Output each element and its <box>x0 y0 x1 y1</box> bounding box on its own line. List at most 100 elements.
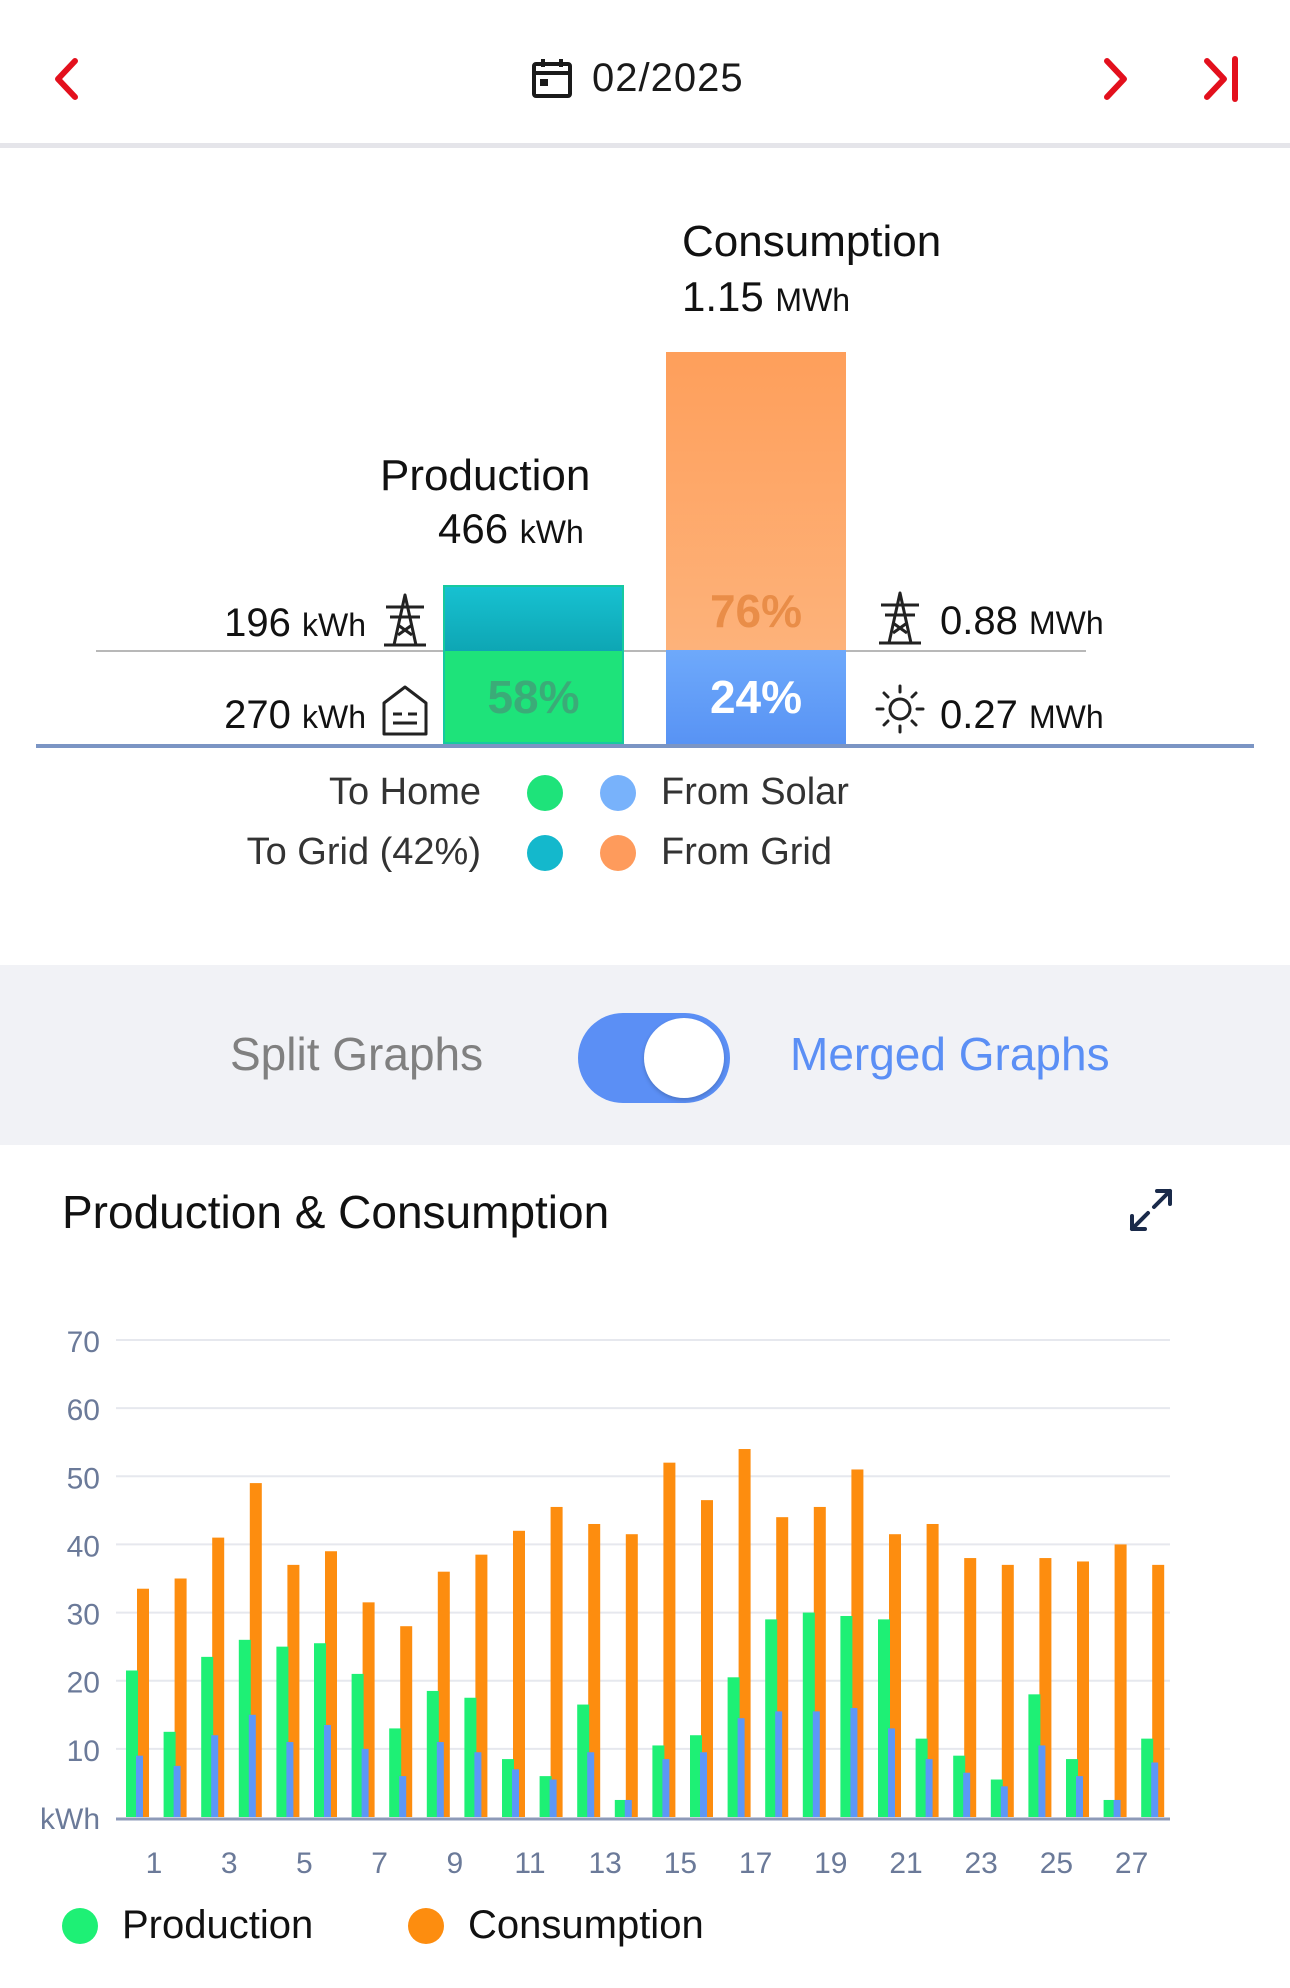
consumption-total-unit: MWh <box>775 282 851 318</box>
production-bar <box>840 1615 853 1817</box>
production-total-unit: kWh <box>519 514 584 550</box>
from-solar-bar <box>888 1728 895 1817</box>
from-solar-bar <box>737 1718 745 1817</box>
from-solar-bar <box>963 1772 971 1817</box>
x-tick-label: 15 <box>664 1847 697 1880</box>
merged-graphs-label[interactable]: Merged Graphs <box>790 1028 1110 1080</box>
from-solar-bar <box>1151 1762 1159 1817</box>
y-tick-label: 40 <box>67 1530 100 1563</box>
split-graphs-label[interactable]: Split Graphs <box>230 1028 484 1080</box>
production-bar <box>464 1697 477 1817</box>
production-bar <box>351 1673 364 1817</box>
consumption-bar <box>174 1578 187 1817</box>
production-bar <box>990 1779 1003 1817</box>
graph-mode-switch[interactable] <box>578 1013 730 1103</box>
from-solar-bar <box>1113 1799 1121 1817</box>
from-solar-bar <box>812 1711 820 1817</box>
consumption-total: 1.15 MWh <box>682 273 850 321</box>
consumption-bar <box>663 1462 676 1817</box>
power-pylon-icon <box>384 593 426 647</box>
consumption-bar <box>1114 1544 1127 1817</box>
from-solar-bar <box>1076 1776 1083 1817</box>
production-to-grid-amount: 196 kWh <box>224 601 366 646</box>
consumption-from-solar-amount: 0.27 MWh <box>940 693 1104 738</box>
x-tick-label: 23 <box>965 1847 998 1880</box>
consumption-bar: 76% 24% <box>666 352 846 744</box>
consumption-bar <box>926 1523 939 1817</box>
skip-to-end-icon <box>1204 56 1238 102</box>
production-to-grid-segment <box>445 587 622 651</box>
consumption-solar-percentage: 24% <box>709 671 803 723</box>
consumption-bar <box>588 1523 601 1817</box>
calendar-icon <box>532 59 572 98</box>
consumption-from-grid-unit: MWh <box>1028 605 1104 641</box>
production-bar <box>1141 1738 1154 1817</box>
chevron-left-icon <box>55 58 78 100</box>
consumption-bar <box>1152 1564 1165 1817</box>
legend-from-solar-dot <box>600 775 636 811</box>
production-bar <box>690 1735 702 1817</box>
consumption-bar <box>1077 1561 1089 1817</box>
production-consumption-chart-card: Production & Consumption 10 20 30 40 50 60 70 k… <box>0 1145 1290 1988</box>
production-bar <box>802 1612 815 1817</box>
production-bar <box>614 1799 627 1817</box>
from-solar-bar <box>286 1742 294 1817</box>
consumption-title: Consumption <box>682 217 942 266</box>
date-navigation-bar: 02/2025 <box>0 0 1290 148</box>
production-bar <box>727 1677 740 1817</box>
consumption-bar <box>249 1483 262 1817</box>
x-tick-label: 19 <box>814 1847 847 1880</box>
production-bar <box>652 1745 665 1817</box>
production-title: Production <box>380 451 591 500</box>
production-bar <box>915 1738 928 1817</box>
production-bar <box>276 1646 289 1817</box>
legend-to-home-dot <box>527 775 563 811</box>
consumption-bar <box>625 1534 638 1817</box>
production-bar <box>163 1731 176 1817</box>
x-tick-label: 21 <box>889 1847 922 1880</box>
chart-legend-consumption: Consumption <box>408 1903 704 1948</box>
x-tick-label: 11 <box>514 1847 545 1880</box>
y-tick-label: 30 <box>67 1599 100 1632</box>
grid-pylon-icon <box>879 591 921 645</box>
legend-to-grid-dot <box>527 835 563 871</box>
production-legend-label: Production <box>122 1903 314 1947</box>
production-total-value: 466 <box>438 505 509 552</box>
from-solar-bar <box>136 1755 143 1817</box>
current-period-label: 02/2025 <box>592 55 744 100</box>
baseline <box>36 744 1254 748</box>
chart-legend-production: Production <box>62 1903 313 1948</box>
graph-mode-toggle-bar: Split Graphs Merged Graphs <box>0 965 1290 1145</box>
consumption-bar <box>701 1500 713 1817</box>
y-tick-label: 50 <box>67 1462 100 1495</box>
jump-to-latest-button[interactable] <box>1188 44 1258 114</box>
production-to-grid-value: 196 <box>224 601 291 645</box>
from-solar-bar <box>399 1776 407 1817</box>
consumption-bar <box>513 1530 525 1817</box>
legend-from-solar-label: From Solar <box>661 771 849 813</box>
consumption-bar <box>400 1626 413 1817</box>
from-solar-bar <box>474 1752 482 1817</box>
next-month-button[interactable] <box>1080 44 1150 114</box>
from-solar-bar <box>549 1779 557 1817</box>
expand-icon[interactable] <box>1128 1187 1174 1233</box>
legend-to-grid-label: To Grid (42%) <box>246 831 481 873</box>
from-solar-bar <box>173 1765 181 1817</box>
chevron-right-icon <box>1104 58 1127 100</box>
energy-summary-panel: Consumption 1.15 MWh Production 466 kWh … <box>0 153 1290 965</box>
previous-month-button[interactable] <box>32 44 102 114</box>
switch-knob <box>644 1018 724 1098</box>
consumption-bar <box>1001 1564 1014 1817</box>
consumption-from-solar-value: 0.27 <box>940 693 1018 737</box>
production-bar <box>1066 1759 1078 1817</box>
production-bar <box>1103 1799 1116 1817</box>
production-to-home-unit: kWh <box>302 699 366 735</box>
legend-to-home-label: To Home <box>328 771 481 813</box>
production-home-percentage: 58% <box>487 670 580 723</box>
date-selector[interactable]: 02/2025 <box>530 50 744 106</box>
production-to-home-segment: 58% <box>445 651 622 742</box>
consumption-legend-dot <box>408 1907 444 1944</box>
chart-title: Production & Consumption <box>62 1186 610 1238</box>
